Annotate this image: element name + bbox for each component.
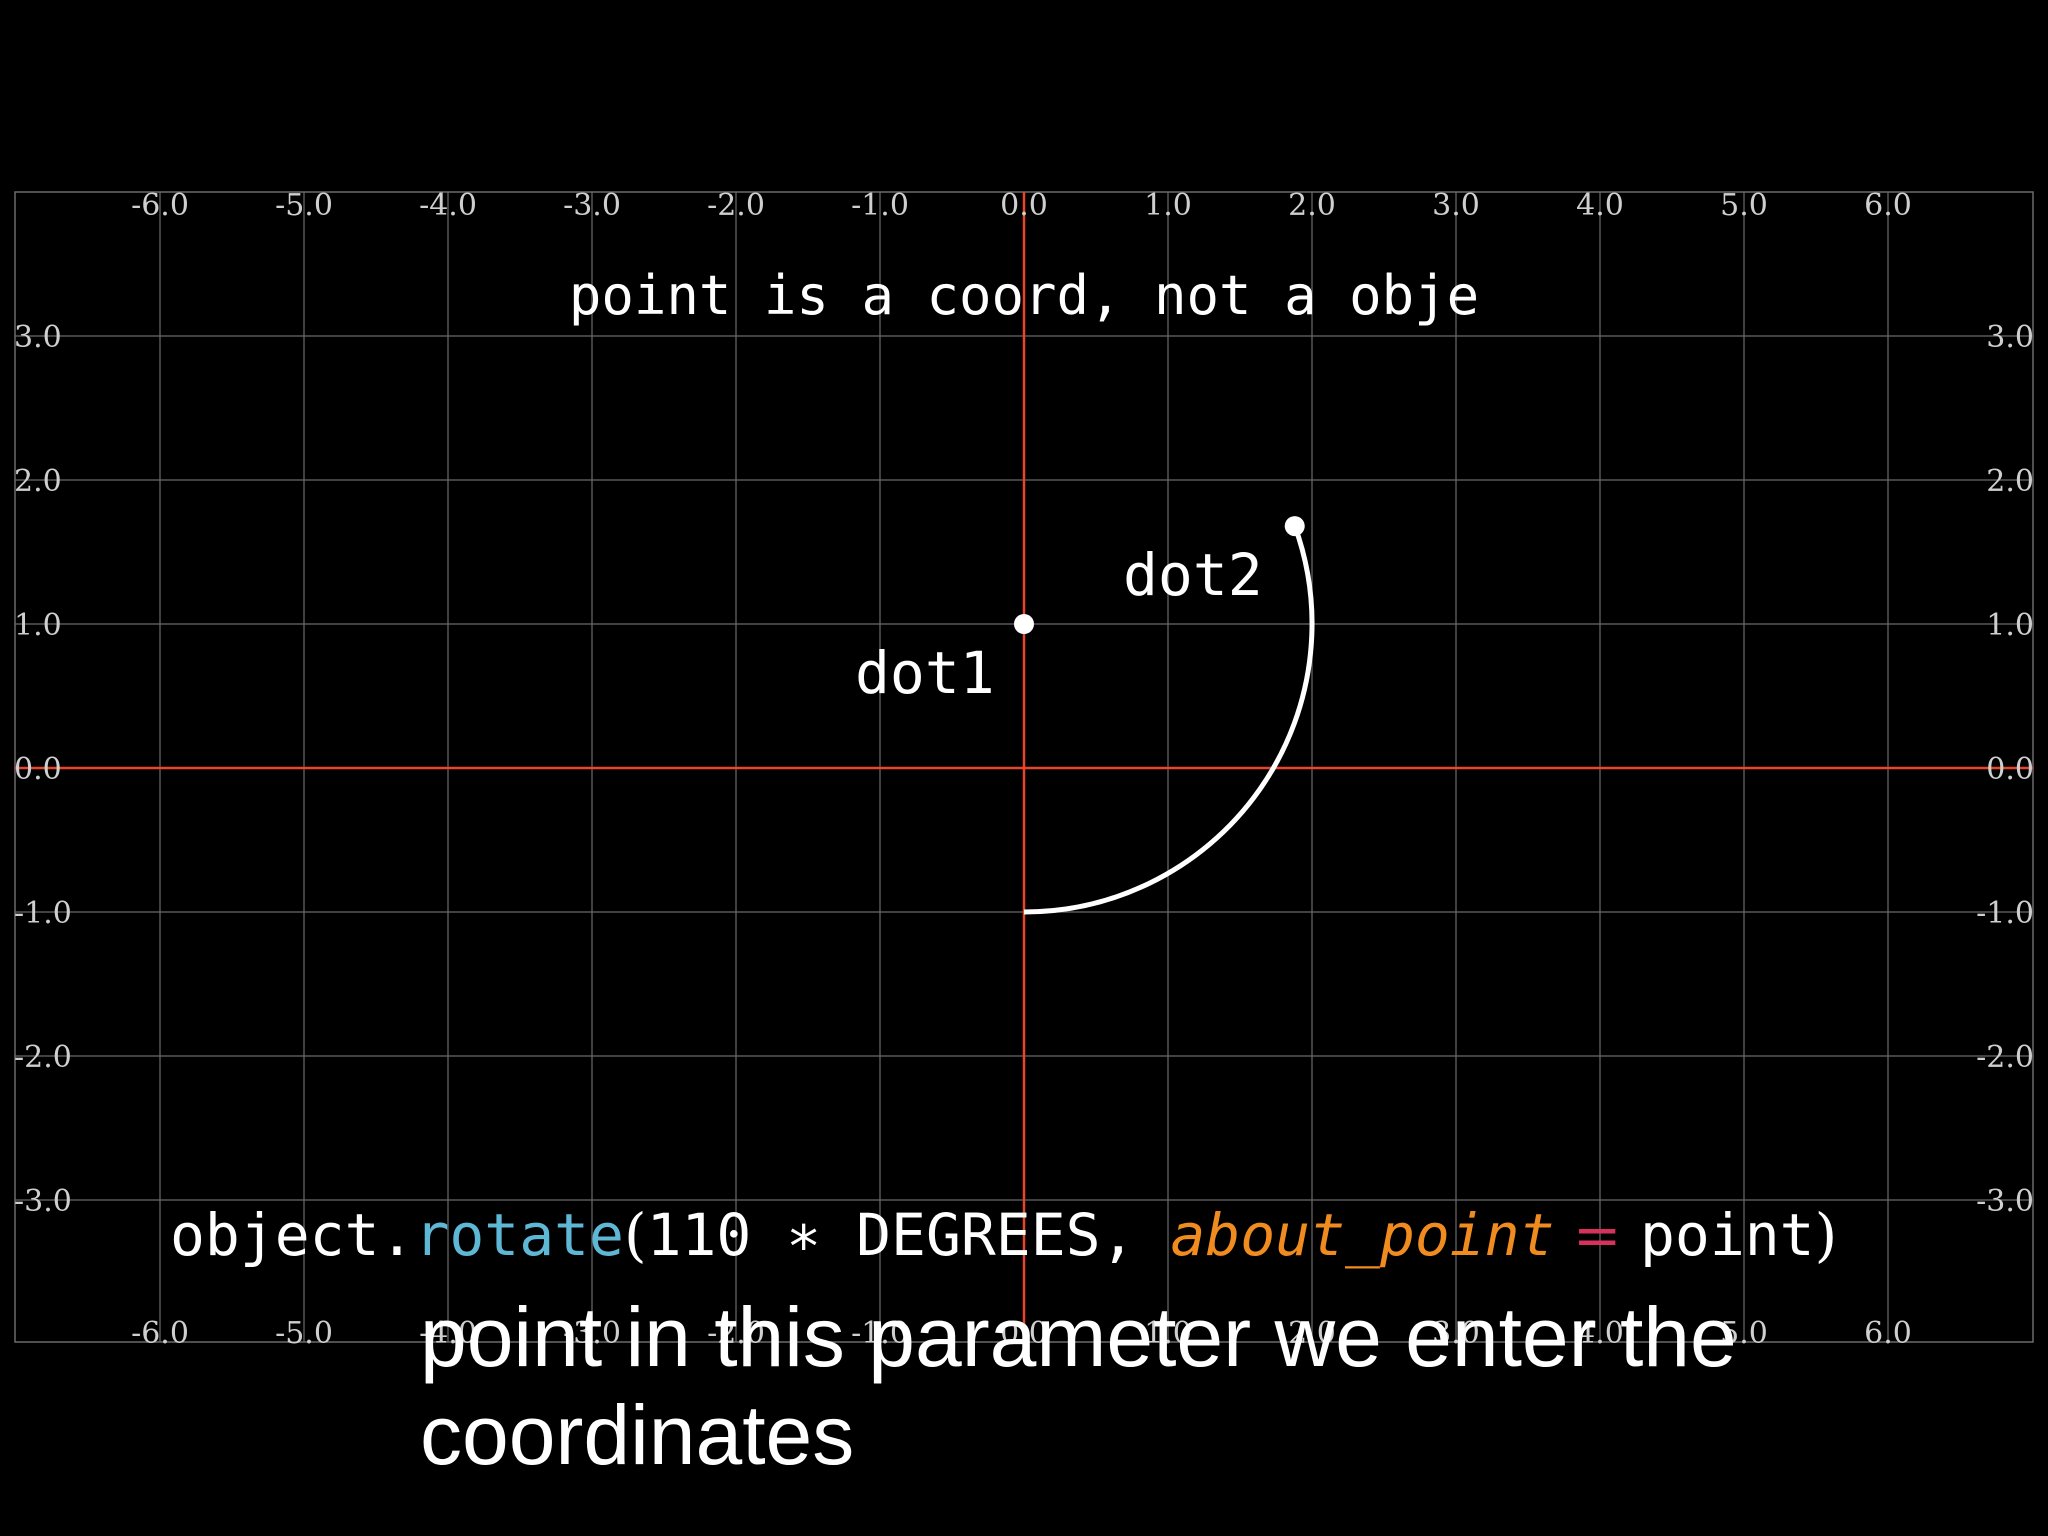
y-tick-label: 0.0 <box>14 752 62 787</box>
x-tick-label: -3.0 <box>563 1316 621 1351</box>
x-tick-label: -1.0 <box>851 188 909 223</box>
y-tick-label: 1.0 <box>14 608 62 643</box>
title-text: point is a coord, not a obje <box>569 264 1479 327</box>
y-tick-label: 0.0 <box>1986 752 2034 787</box>
dot1-point <box>1014 614 1034 634</box>
y-tick-label: 2.0 <box>1986 464 2034 499</box>
x-tick-label: 2.0 <box>1288 1316 1336 1351</box>
y-tick-label: -2.0 <box>14 1040 72 1075</box>
x-tick-label: 6.0 <box>1864 1316 1912 1351</box>
code-argument: 110 ∗ DEGREES, <box>647 1201 1171 1269</box>
x-tick-label: -1.0 <box>851 1316 909 1351</box>
y-tick-label: -1.0 <box>1976 896 2034 931</box>
y-tick-label: 1.0 <box>1986 608 2034 643</box>
x-tick-label: 6.0 <box>1864 188 1912 223</box>
y-tick-label: -3.0 <box>1976 1184 2034 1219</box>
x-tick-label: -4.0 <box>419 188 477 223</box>
code-close-paren: ) <box>1815 1201 1838 1269</box>
x-tick-label: -2.0 <box>707 188 765 223</box>
x-tick-label: 4.0 <box>1576 1316 1624 1351</box>
y-tick-label: -2.0 <box>1976 1040 2034 1075</box>
code-object: object. <box>170 1201 414 1269</box>
x-tick-label: -4.0 <box>419 1316 477 1351</box>
dot1-label: dot1 <box>855 639 995 707</box>
x-tick-label: -2.0 <box>707 1316 765 1351</box>
x-tick-label: -5.0 <box>275 1316 333 1351</box>
code-line: object.rotate(110 ∗ DEGREES, about_point… <box>170 1201 1837 1269</box>
x-tick-label: 0.0 <box>1000 188 1048 223</box>
rotation-arc <box>1023 524 1315 915</box>
x-tick-label: 3.0 <box>1432 1316 1480 1351</box>
tick-labels: -6.0 -6.0 -5.0 -5.0 -4.0 -4.0 -3.0 -3.0 -2.0 -2.0… <box>14 188 2034 1351</box>
y-tick-label: 2.0 <box>14 464 62 499</box>
code-equals: = <box>1555 1201 1640 1269</box>
x-tick-label: 5.0 <box>1720 188 1768 223</box>
code-open-paren: ( <box>624 1201 647 1269</box>
y-tick-label: 3.0 <box>1986 320 2034 355</box>
x-tick-label: 2.0 <box>1288 188 1336 223</box>
code-method: rotate <box>414 1201 624 1269</box>
x-tick-label: -5.0 <box>275 188 333 223</box>
y-tick-label: 3.0 <box>14 320 62 355</box>
y-tick-label: -1.0 <box>14 896 72 931</box>
subtitle-caption: point in this parameter we enter the coo… <box>420 1290 1737 1482</box>
dot2-label: dot2 <box>1123 541 1263 609</box>
x-tick-label: -6.0 <box>131 1316 189 1351</box>
x-tick-label: -6.0 <box>131 188 189 223</box>
x-tick-label: -3.0 <box>563 188 621 223</box>
y-tick-label: -3.0 <box>14 1184 72 1219</box>
code-keyword: about_point <box>1170 1201 1554 1269</box>
x-tick-label: 1.0 <box>1144 188 1192 223</box>
x-tick-label: 5.0 <box>1720 1316 1768 1351</box>
x-tick-label: 0.0 <box>1000 1316 1048 1351</box>
x-tick-label: 3.0 <box>1432 188 1480 223</box>
code-value: point <box>1640 1201 1815 1269</box>
x-tick-label: 1.0 <box>1144 1316 1192 1351</box>
dot2-point <box>1284 516 1305 537</box>
axes <box>15 192 2033 1342</box>
x-tick-label: 4.0 <box>1576 188 1624 223</box>
